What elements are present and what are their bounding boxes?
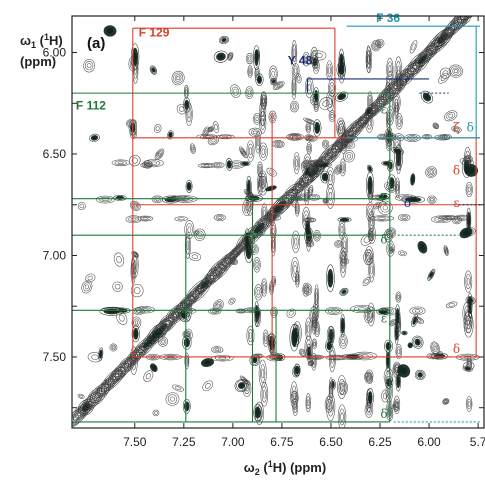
y-tick-label: 6.50 (43, 147, 67, 161)
assignment-lines (72, 25, 481, 423)
x-tick-label: 6.75 (270, 435, 294, 449)
spin-label: δ (467, 121, 474, 135)
y-tick-label: 6.00 (43, 46, 67, 60)
spin-label: δ (453, 163, 460, 177)
spin-label: ε (381, 102, 387, 116)
spin-label: δ (404, 196, 411, 210)
spin-label: ε (381, 311, 387, 325)
plot-frame (71, 15, 485, 429)
x-axis-label: ω2 (1H) (ppm) (244, 459, 326, 477)
y-tick-label: 7.50 (43, 350, 67, 364)
x-tick-label: 6.00 (417, 435, 441, 449)
spin-label: ζ (453, 121, 460, 135)
spin-label: δ (380, 407, 387, 421)
spin-label: ε (453, 196, 459, 210)
x-tick-label: 6.50 (319, 435, 343, 449)
y-axis-label: ω1 (1H) (20, 32, 63, 50)
label-Y48: Y 48 (288, 54, 313, 68)
x-tick-label: 6.25 (368, 435, 392, 449)
y-tick-label: 7.00 (43, 248, 67, 262)
label-F129: F 129 (139, 25, 170, 39)
y-axis-unit: (ppm) (20, 54, 56, 69)
label-F112: F 112 (76, 98, 106, 112)
label-F36: F 36 (376, 11, 400, 25)
bottom-strip (0, 486, 485, 494)
panel-label: (a) (87, 35, 105, 52)
spin-label: ζ (381, 192, 388, 206)
contour-peaks (72, 16, 484, 428)
spin-label: δ (380, 232, 387, 246)
x-tick-label: 7.25 (172, 435, 196, 449)
x-tick-label: 7.00 (221, 435, 245, 449)
x-tick-label: 5.7 (470, 435, 485, 449)
spin-label: δ (453, 342, 460, 356)
x-tick-label: 7.50 (123, 435, 147, 449)
x-axis-ticks: 7.50 7.25 7.00 6.75 6.50 6.25 6.00 5.7 (123, 16, 485, 449)
y-axis-ticks: 6.00 6.50 7.00 7.50 (43, 46, 484, 409)
